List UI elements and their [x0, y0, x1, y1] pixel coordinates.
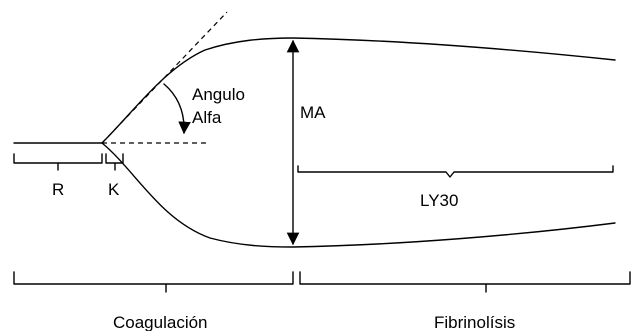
k-label: K [108, 180, 120, 199]
coagulation-bracket [13, 271, 294, 293]
alpha-angle-label-line2: Alfa [192, 108, 222, 127]
fibrinolysis-label: Fibrinolísis [434, 313, 515, 331]
alpha-angle-tangent-line [101, 11, 228, 144]
alpha-angle-label-line1: Angulo [192, 85, 245, 104]
alpha-angle-arc-arrow [163, 83, 191, 135]
k-bracket [105, 153, 124, 171]
lower-trace-curve [101, 142, 616, 248]
ly30-brace [297, 165, 614, 178]
upper-trace-curve [101, 37, 616, 144]
r-bracket [13, 153, 103, 171]
fibrinolysis-bracket [299, 271, 631, 293]
ly30-label: LY30 [420, 191, 458, 210]
ma-label: MA [300, 103, 326, 122]
r-label: R [52, 180, 64, 199]
coagulation-label: Coagulación [113, 313, 208, 331]
